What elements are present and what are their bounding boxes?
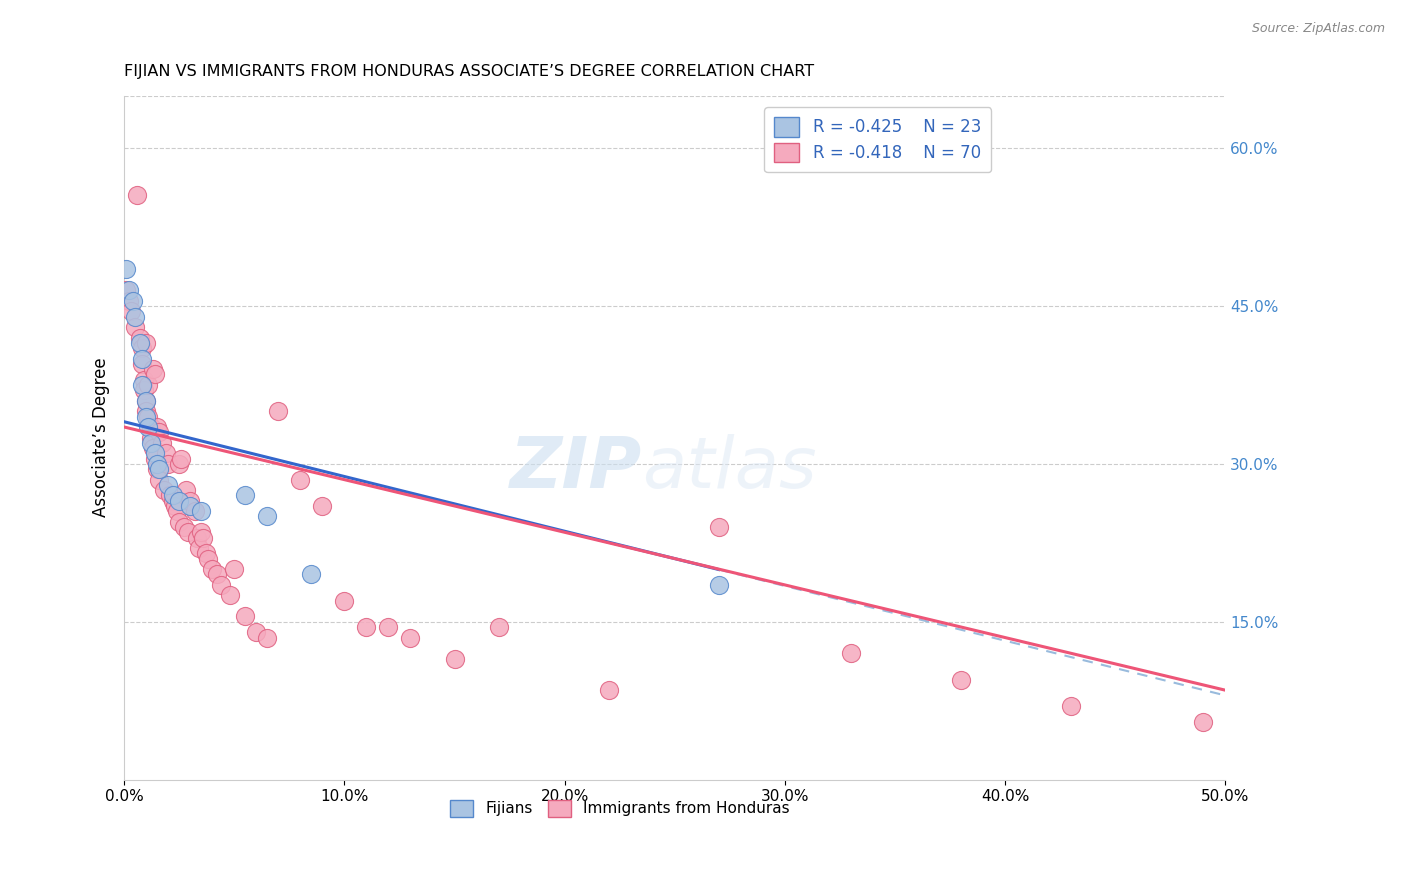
Point — [173, 520, 195, 534]
Point — [299, 567, 322, 582]
Point — [148, 425, 170, 440]
Point — [159, 488, 181, 502]
Point — [135, 393, 157, 408]
Point — [115, 283, 138, 297]
Point — [188, 541, 211, 555]
Point — [131, 341, 153, 355]
Point — [186, 531, 208, 545]
Point — [143, 368, 166, 382]
Point — [949, 673, 972, 687]
Text: FIJIAN VS IMMIGRANTS FROM HONDURAS ASSOCIATE’S DEGREE CORRELATION CHART: FIJIAN VS IMMIGRANTS FROM HONDURAS ASSOC… — [124, 64, 814, 79]
Point — [115, 262, 138, 277]
Point — [174, 483, 197, 498]
Point — [333, 593, 356, 607]
Point — [163, 499, 186, 513]
Point — [148, 473, 170, 487]
Point — [356, 620, 378, 634]
Point — [707, 520, 730, 534]
Point — [135, 335, 157, 350]
Point — [197, 551, 219, 566]
Point — [169, 457, 191, 471]
Point — [707, 578, 730, 592]
Point — [209, 578, 232, 592]
Point — [128, 330, 150, 344]
Point — [157, 457, 180, 471]
Point — [139, 435, 162, 450]
Point — [170, 451, 193, 466]
Point — [142, 362, 165, 376]
Point — [1192, 714, 1215, 729]
Point — [839, 646, 862, 660]
Point — [233, 488, 256, 502]
Point — [143, 451, 166, 466]
Point — [183, 504, 205, 518]
Point — [132, 373, 155, 387]
Point — [290, 473, 312, 487]
Point — [153, 483, 176, 498]
Point — [488, 620, 510, 634]
Point — [132, 383, 155, 397]
Point — [224, 562, 246, 576]
Point — [169, 493, 191, 508]
Point — [138, 409, 160, 424]
Point — [139, 431, 162, 445]
Point — [146, 462, 169, 476]
Point — [146, 457, 169, 471]
Point — [162, 488, 184, 502]
Point — [155, 446, 177, 460]
Point — [157, 478, 180, 492]
Point — [179, 493, 201, 508]
Point — [128, 335, 150, 350]
Point — [190, 525, 212, 540]
Text: Source: ZipAtlas.com: Source: ZipAtlas.com — [1251, 22, 1385, 36]
Point — [138, 420, 160, 434]
Point — [139, 420, 162, 434]
Point — [201, 562, 224, 576]
Text: ZIP: ZIP — [509, 434, 641, 503]
Point — [150, 435, 173, 450]
Point — [169, 515, 191, 529]
Point — [177, 525, 200, 540]
Point — [179, 499, 201, 513]
Point — [131, 378, 153, 392]
Point — [245, 625, 267, 640]
Point — [135, 393, 157, 408]
Point — [256, 631, 278, 645]
Point — [233, 609, 256, 624]
Point — [131, 357, 153, 371]
Point — [148, 462, 170, 476]
Point — [117, 293, 139, 308]
Point — [117, 283, 139, 297]
Point — [205, 567, 228, 582]
Point — [135, 404, 157, 418]
Point — [443, 651, 465, 665]
Point — [267, 404, 290, 418]
Point — [138, 378, 160, 392]
Point — [143, 446, 166, 460]
Point — [194, 546, 217, 560]
Point — [122, 293, 145, 308]
Y-axis label: Associate’s Degree: Associate’s Degree — [93, 358, 110, 517]
Point — [124, 320, 146, 334]
Point — [135, 409, 157, 424]
Text: atlas: atlas — [641, 434, 817, 503]
Point — [377, 620, 399, 634]
Legend: Fijians, Immigrants from Honduras: Fijians, Immigrants from Honduras — [444, 793, 796, 823]
Point — [219, 589, 242, 603]
Point — [193, 531, 215, 545]
Point — [142, 441, 165, 455]
Point — [124, 310, 146, 324]
Point — [311, 499, 333, 513]
Point — [1060, 698, 1083, 713]
Point — [120, 304, 142, 318]
Point — [131, 351, 153, 366]
Point — [190, 504, 212, 518]
Point — [256, 509, 278, 524]
Point — [127, 188, 149, 202]
Point — [146, 420, 169, 434]
Point — [399, 631, 422, 645]
Point — [598, 683, 620, 698]
Point — [166, 504, 188, 518]
Point — [162, 493, 184, 508]
